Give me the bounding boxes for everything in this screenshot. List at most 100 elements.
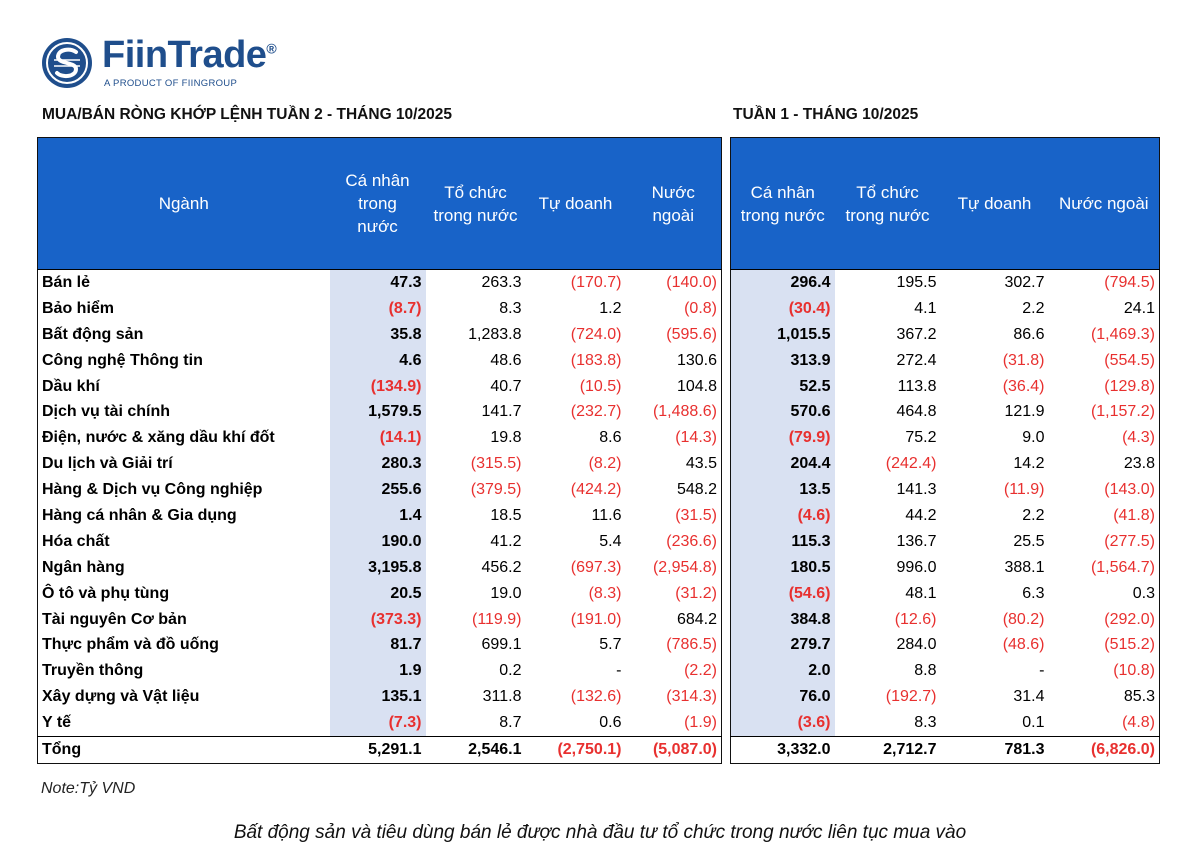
week1-header-2: Tự doanh — [940, 137, 1049, 270]
week1-value: (129.8) — [1104, 377, 1155, 395]
week1-value: 272.4 — [896, 351, 937, 369]
week1-value: (11.9) — [1003, 481, 1045, 499]
sector-name: Xây dựng và Vật liệu — [42, 688, 200, 706]
week1-header-0: Cá nhân trong nước — [730, 137, 835, 270]
week2-value: 18.5 — [490, 506, 522, 524]
table-row: 76.0 (192.7) 31.4 85.3 — [730, 684, 1160, 711]
week2-value: (2,954.8) — [652, 558, 717, 576]
table-row: (79.9) 75.2 9.0 (4.3) — [730, 425, 1160, 452]
table-row: Hóa chất 190.0 41.2 5.4 (236.6) — [38, 528, 722, 555]
week2-value: 81.7 — [329, 632, 426, 659]
week2-value: (10.5) — [579, 377, 622, 395]
week1-value: (54.6) — [730, 580, 835, 607]
week2-value: 4.6 — [329, 347, 426, 374]
sector-name: Bất động sản — [42, 325, 144, 343]
week1-value: 48.1 — [905, 584, 937, 602]
table-row: Thực phẩm và đồ uống 81.7 699.1 5.7 (786.5) — [38, 632, 722, 659]
week2-header-3: Tự doanh — [525, 137, 626, 270]
week2-value: (8.7) — [329, 295, 426, 322]
week1-value: (31.8) — [1002, 351, 1045, 369]
total-row: 3,332.0 2,712.7 781.3 (6,826.0) — [730, 736, 1160, 764]
week1-value: (554.5) — [1104, 351, 1155, 369]
week2-value: (170.7) — [525, 268, 626, 296]
week1-value: 2.0 — [730, 658, 835, 685]
total-row: Tổng 5,291.1 2,546.1 (2,750.1) (5,087.0) — [37, 736, 722, 764]
sector-name: Dầu khí — [42, 377, 100, 395]
week1-value: (80.2) — [1002, 610, 1045, 628]
table-row: (4.6) 44.2 2.2 (41.8) — [730, 503, 1160, 529]
week2-value: 1.4 — [329, 503, 426, 529]
sector-name: Ô tô và phụ tùng — [42, 584, 170, 602]
week2-value: (379.5) — [470, 481, 522, 499]
fiintrade-logo: FiinTrade® A PRODUCT OF FIINGROUP — [40, 34, 340, 94]
week2-value: (119.9) — [471, 610, 522, 628]
week1-value: 180.5 — [730, 554, 835, 581]
week2-value: 255.6 — [329, 477, 426, 504]
table-row: 2.0 8.8 - (10.8) — [730, 658, 1160, 685]
week1-value: (515.2) — [1104, 636, 1155, 654]
week2-value: 41.2 — [490, 532, 522, 550]
week1-value: 384.8 — [730, 606, 835, 633]
week1-value: 2.2 — [1022, 299, 1045, 317]
week1-value: 44.2 — [905, 506, 937, 524]
week2-value: 19.0 — [490, 584, 522, 602]
table-row: Bán lẻ 47.3 263.3 (170.7) (140.0) — [37, 268, 722, 296]
week2-value: 40.7 — [490, 377, 522, 395]
week1-value: 302.7 — [940, 268, 1049, 296]
table-row: Công nghệ Thông tin 4.6 48.6 (183.8) 130.6 — [38, 347, 722, 374]
week2-total-value: (2,750.1) — [525, 736, 626, 764]
week1-value: 13.5 — [730, 477, 835, 504]
week2-value: (183.8) — [570, 351, 622, 369]
week2-value: (232.7) — [570, 403, 622, 421]
week1-header-1: Tổ chức trong nước — [834, 137, 941, 270]
table-row: Hàng cá nhân & Gia dụng 1.4 18.5 11.6 (31.5) — [38, 503, 722, 529]
week2-value: (8.3) — [588, 584, 622, 602]
week1-value: (4.3) — [1122, 429, 1155, 447]
table-row: Tài nguyên Cơ bản (373.3) (119.9) (191.0) 68… — [38, 606, 722, 633]
week1-value: (1,157.2) — [1090, 403, 1155, 421]
week1-value: 8.8 — [914, 662, 937, 680]
week1-value: 85.3 — [1123, 688, 1155, 706]
week2-value: (314.3) — [666, 688, 717, 706]
week1-title: TUẦN 1 - THÁNG 10/2025 — [733, 106, 919, 123]
week2-value: (0.8) — [684, 299, 717, 317]
week1-header-3: Nước ngoài — [1048, 137, 1160, 270]
week2-value: (424.2) — [570, 481, 622, 499]
week2-value: 1.2 — [599, 299, 622, 317]
week1-value: 141.3 — [896, 481, 937, 499]
table-row: Y tế (7.3) 8.7 0.6 (1.9) — [38, 710, 722, 737]
week1-value: (41.8) — [1113, 506, 1155, 524]
week2-value: 311.8 — [482, 688, 522, 706]
week2-value: 3,195.8 — [329, 554, 426, 581]
week1-value: 6.3 — [1022, 584, 1045, 602]
week1-value: 0.3 — [1132, 584, 1155, 602]
table-row: Ngân hàng 3,195.8 456.2 (697.3) (2,954.8) — [38, 554, 722, 581]
table-row: Bảo hiểm (8.7) 8.3 1.2 (0.8) — [38, 295, 722, 322]
week2-header-1: Cá nhân trong nước — [329, 137, 426, 270]
week1-value: 115.3 — [730, 528, 835, 555]
week1-value: (10.8) — [1113, 662, 1155, 680]
week1-value: (1,469.3) — [1090, 325, 1155, 343]
week1-value: 121.9 — [1004, 403, 1045, 421]
table-row: 296.4 195.5 302.7 (794.5) — [730, 268, 1160, 296]
week1-value: 996.0 — [896, 558, 937, 576]
table-row: (3.6) 8.3 0.1 (4.8) — [730, 710, 1160, 737]
week2-total-value: 2,546.1 — [425, 736, 526, 764]
sector-name: Công nghệ Thông tin — [42, 351, 203, 369]
table-row: Xây dựng và Vật liệu 135.1 311.8 (132.6) (31… — [38, 684, 722, 711]
week1-value: (79.9) — [730, 425, 835, 452]
week2-value: 263.3 — [425, 268, 526, 296]
week2-value: (191.0) — [570, 610, 622, 628]
week2-value: (786.5) — [666, 636, 717, 654]
week1-value: (794.5) — [1048, 268, 1160, 296]
table-row: (30.4) 4.1 2.2 24.1 — [730, 295, 1160, 322]
week2-value: (1,488.6) — [652, 403, 717, 421]
week2-value: (315.5) — [470, 455, 522, 473]
week1-value: - — [1039, 662, 1045, 680]
week1-value: (48.6) — [1002, 636, 1045, 654]
sector-name: Ngân hàng — [42, 558, 125, 576]
week1-value: 284.0 — [896, 636, 937, 654]
week2-value: 20.5 — [329, 580, 426, 607]
week1-value: 388.1 — [1004, 558, 1045, 576]
week1-value: 195.5 — [834, 268, 941, 296]
